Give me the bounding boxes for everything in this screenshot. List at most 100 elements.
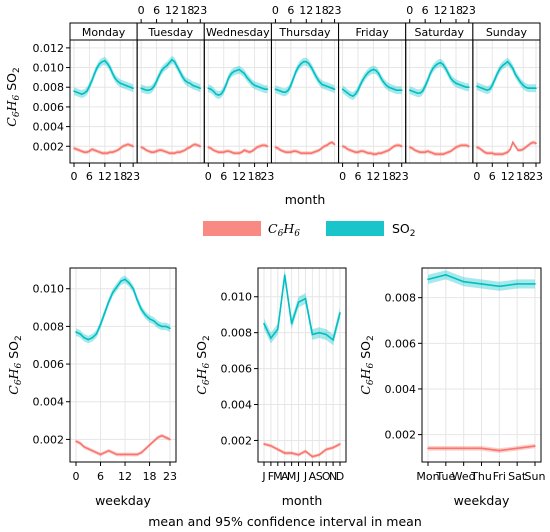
series-c6h6-sunday-point (494, 153, 496, 155)
y-tick-label: 0.002 (33, 433, 65, 446)
series-c6h6-saturday-point (439, 153, 442, 155)
series-c6h6-friday-point (354, 151, 357, 153)
series-so2-wednesday-point (248, 79, 251, 82)
series-c6h6-hour-point (91, 449, 94, 452)
series-c6h6-monday-point (86, 151, 88, 153)
series-so2-monday-point (98, 62, 101, 65)
series-so2-tuesday-point (194, 85, 196, 88)
legend-label-c6h6: C6H6 (268, 221, 300, 239)
series-c6h6-thursday-point (308, 152, 310, 154)
series-so2-tuesday-point (168, 61, 171, 64)
series-so2-wednesday-point (258, 86, 261, 89)
y-tick-label: 0.012 (33, 42, 65, 55)
series-c6h6-tuesday-point (153, 151, 155, 153)
series-so2-monday-point (78, 92, 80, 94)
series-c6h6-tuesday-point (196, 144, 199, 147)
series-so2-thursday-point (315, 76, 318, 79)
series-c6h6-friday-point (364, 151, 367, 153)
series-so2-month-point (270, 337, 272, 339)
x-tick-label: J (303, 470, 307, 483)
y-tick-label: 0.006 (33, 358, 65, 371)
x-tick-label: Mon (416, 470, 439, 483)
series-c6h6-wednesday-point (258, 145, 261, 148)
series-so2-saturday-point (426, 79, 429, 82)
series-c6h6-month-line (263, 443, 341, 458)
series-c6h6-wednesday-point (251, 150, 253, 152)
series-so2-month-point (318, 331, 321, 334)
series-c6h6-month-point (277, 448, 279, 451)
series-so2-monday-point (88, 85, 91, 88)
series-c6h6-friday-point (367, 152, 370, 154)
series-so2-hour-point (111, 291, 114, 294)
series-so2-tuesday-point (181, 75, 184, 78)
series-so2-monday-point (80, 93, 83, 95)
x-tick-label: 12 (366, 170, 380, 183)
x-tick-label: M (287, 470, 297, 483)
series-so2-hour-point (95, 333, 98, 335)
series-c6h6-month-point (263, 443, 265, 445)
series-c6h6-wednesday-point (238, 152, 240, 154)
series-c6h6-sunday-point (496, 153, 499, 155)
series-c6h6-weekday-point (534, 445, 536, 447)
series-so2-weekday-point (516, 283, 518, 285)
series-c6h6-hour-point (116, 453, 118, 456)
series-so2-thursday-point (279, 90, 282, 92)
series-so2-wednesday-point (243, 72, 246, 75)
series-so2-friday-point (362, 78, 364, 81)
series-c6h6-weekday-point (462, 447, 465, 450)
series-so2-month-point (339, 312, 341, 314)
series-c6h6-saturday-point (442, 153, 444, 155)
series-so2-weekday-point (462, 280, 465, 283)
series-c6h6-friday-point (375, 153, 377, 155)
series-c6h6-tuesday-point (166, 151, 168, 153)
legend-label-so2: SO2 (392, 221, 416, 239)
series-so2-tuesday-point (160, 69, 163, 72)
series-so2-monday-point (127, 85, 129, 88)
series-so2-sunday-point (514, 73, 517, 76)
series-c6h6-saturday-point (444, 152, 447, 154)
series-so2-tuesday-point (171, 58, 173, 61)
x-tick-label: A (309, 470, 317, 483)
series-so2-hour-point (87, 338, 90, 341)
series-so2-monday-point (124, 84, 127, 87)
series-so2-friday-point (364, 74, 367, 77)
series-c6h6-thursday-point (328, 142, 331, 145)
series-so2-sunday-point (481, 87, 483, 90)
series-c6h6-saturday-point (416, 150, 419, 152)
series-so2-tuesday-point (155, 80, 158, 83)
series-c6h6-sunday-line (476, 140, 537, 155)
series-c6h6-month-point (270, 445, 272, 447)
series-so2-weekday-point (427, 278, 429, 281)
x-tick-label: J (296, 470, 300, 483)
series-so2-thursday-point (308, 62, 310, 65)
caption: mean and 95% confidence interval in mean (148, 514, 422, 529)
x-tick-label: J (261, 470, 265, 483)
series-so2-hour-point (140, 308, 143, 311)
y-tick-label: 0.006 (385, 337, 417, 350)
series-c6h6-monday-point (132, 145, 134, 148)
series-so2-thursday-point (295, 70, 297, 73)
series-so2-weekday-point (480, 283, 483, 285)
x-axis-label: month (282, 493, 323, 508)
series-c6h6-sunday-ci-band (476, 140, 536, 157)
series-c6h6-saturday-point (450, 150, 452, 152)
series-c6h6-saturday-point (462, 144, 465, 147)
series-so2-month-point (325, 333, 327, 336)
series-c6h6-wednesday-point (264, 144, 266, 147)
x-axis-label: month (285, 192, 326, 207)
series-so2-tuesday-point (166, 64, 168, 67)
series-c6h6-thursday-point (323, 145, 326, 148)
series-c6h6-tuesday-point (181, 150, 184, 152)
series-c6h6-tuesday-point (148, 150, 150, 152)
series-so2-month-point (304, 297, 307, 300)
series-so2-thursday-point (323, 84, 326, 87)
series-c6h6-friday-point (359, 150, 362, 152)
series-c6h6-tuesday-point (160, 149, 163, 152)
series-so2-saturday-point (432, 67, 434, 70)
series-c6h6-monday-point (116, 149, 119, 152)
series-so2-saturday-point (444, 67, 447, 70)
y-axis-label: C6H6 SO2 (358, 335, 376, 394)
series-c6h6-monday-point (104, 152, 106, 154)
x-tick-label: 6 (220, 170, 227, 183)
x-tick-label: 6 (422, 4, 429, 17)
